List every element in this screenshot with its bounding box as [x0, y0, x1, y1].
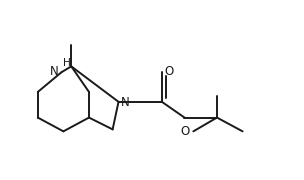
Text: H: H: [64, 58, 71, 68]
Text: O: O: [181, 125, 190, 138]
Text: O: O: [165, 65, 174, 78]
Text: N: N: [120, 96, 129, 109]
Text: N: N: [50, 65, 58, 78]
